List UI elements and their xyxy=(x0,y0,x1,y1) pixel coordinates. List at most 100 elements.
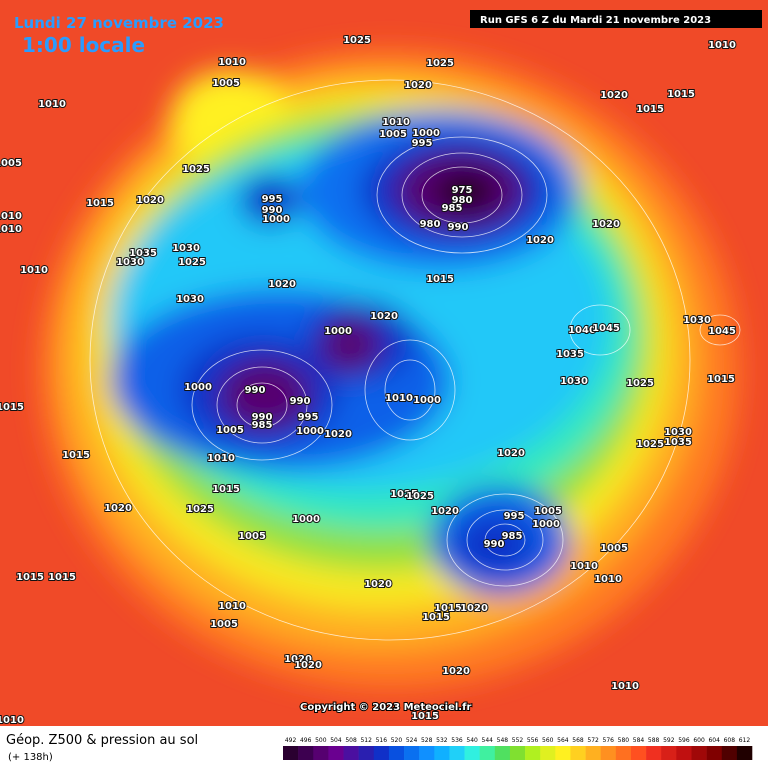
pressure-label: 1020 xyxy=(497,448,525,459)
pressure-label: 1000 xyxy=(184,382,212,393)
colorbar-label: 504 xyxy=(330,737,342,744)
colorbar-label: 564 xyxy=(557,737,569,744)
pressure-label: 980 xyxy=(452,195,473,206)
pressure-label: 980 xyxy=(420,219,441,230)
pressure-label: 995 xyxy=(412,138,433,149)
pressure-label: 1030 xyxy=(176,294,204,305)
pressure-label: 1005 xyxy=(379,129,407,140)
pressure-label: 1025 xyxy=(426,58,454,69)
pressure-label: 1025 xyxy=(390,489,418,500)
colorbar-label: 572 xyxy=(587,737,599,744)
colorbar-cell xyxy=(600,746,617,760)
colorbar-label: 540 xyxy=(466,737,478,744)
pressure-label: 1020 xyxy=(526,235,554,246)
pressure-label: 1020 xyxy=(268,279,296,290)
colorbar-cell xyxy=(404,746,420,760)
pressure-label: 1005 xyxy=(238,531,266,542)
pressure-label: 1035 xyxy=(556,349,584,360)
colorbar-cell xyxy=(646,746,662,760)
pressure-label: 1020 xyxy=(136,195,164,206)
map-field xyxy=(0,0,768,726)
colorbar-cell xyxy=(283,746,299,760)
pressure-label: 1030 xyxy=(172,243,200,254)
pressure-label: 985 xyxy=(442,203,463,214)
pressure-label: 1030 xyxy=(116,257,144,268)
pressure-label: 1010 xyxy=(382,117,410,128)
pressure-label: 1015 xyxy=(48,572,76,583)
colorbar-cell xyxy=(449,746,465,760)
pressure-label: 1005 xyxy=(210,619,238,630)
pressure-label: 1005 xyxy=(216,425,244,436)
date-title: Lundi 27 novembre 2023 xyxy=(14,14,224,32)
time-title: 1:00 locale xyxy=(22,33,145,57)
pressure-label: 1020 xyxy=(404,80,432,91)
pressure-label: 1035 xyxy=(664,437,692,448)
pressure-label: 1035 xyxy=(129,248,157,259)
pressure-label: 1010 xyxy=(570,561,598,572)
pressure-label: 995 xyxy=(262,194,283,205)
pressure-label: 1015 xyxy=(16,572,44,583)
pressure-label: 1000 xyxy=(412,128,440,139)
colorbar-label: 496 xyxy=(300,737,312,744)
pressure-label: 995 xyxy=(298,412,319,423)
colorbar-cell xyxy=(328,746,344,760)
footer-title: Géop. Z500 & pression au sol xyxy=(6,733,198,748)
pressure-label: 995 xyxy=(504,511,525,522)
pressure-label: 1010 xyxy=(0,224,22,235)
pressure-label: 990 xyxy=(252,412,273,423)
pressure-label: 1020 xyxy=(600,90,628,101)
colorbar-label: 584 xyxy=(633,737,645,744)
colorbar-cell xyxy=(419,746,435,760)
pressure-label: 1005 xyxy=(534,506,562,517)
copyright: Copyright © 2023 Meteociel.fr xyxy=(300,702,471,713)
pressure-label: 1015 xyxy=(212,484,240,495)
pressure-label: 1020 xyxy=(294,660,322,671)
colorbar-cell xyxy=(434,746,450,760)
colorbar-label: 512 xyxy=(360,737,372,744)
colorbar-cell xyxy=(570,746,586,760)
pressure-label: 1005 xyxy=(212,78,240,89)
pressure-label: 1025 xyxy=(343,35,371,46)
colorbar-label: 552 xyxy=(512,737,524,744)
colorbar-label: 596 xyxy=(678,737,690,744)
colorbar-cell xyxy=(525,746,541,760)
pressure-label: 1010 xyxy=(708,40,736,51)
colorbar-cell xyxy=(464,746,480,760)
pressure-label: 1025 xyxy=(636,439,664,450)
colorbar-label: 580 xyxy=(618,737,630,744)
pressure-label: 1020 xyxy=(370,311,398,322)
colorbar-cell xyxy=(555,746,571,760)
pressure-label: 990 xyxy=(290,396,311,407)
colorbar-label: 520 xyxy=(391,737,403,744)
colorbar-label: 592 xyxy=(663,737,675,744)
pressure-label: 1010 xyxy=(594,574,622,585)
colorbar-label: 560 xyxy=(542,737,554,744)
colorbar-label: 536 xyxy=(451,737,463,744)
pressure-label: 1015 xyxy=(86,198,114,209)
colorbar-cell xyxy=(676,746,692,760)
pressure-label: 1040 xyxy=(568,325,596,336)
pressure-label: 1000 xyxy=(296,426,324,437)
colorbar-cell xyxy=(373,746,390,760)
pressure-label: 1015 xyxy=(422,612,450,623)
pressure-label: 1010 xyxy=(218,601,246,612)
pressure-label: 1030 xyxy=(560,376,588,387)
colorbar-cell xyxy=(585,746,602,760)
pressure-label: 990 xyxy=(262,205,283,216)
pressure-label: 1015 xyxy=(62,450,90,461)
pressure-label: 985 xyxy=(252,420,273,431)
pressure-label: 1015 xyxy=(434,603,462,614)
colorbar-label: 524 xyxy=(406,737,418,744)
colorbar-label: 608 xyxy=(724,737,736,744)
colorbar-cell xyxy=(509,746,526,760)
run-box xyxy=(470,10,762,28)
pressure-label: 1020 xyxy=(431,506,459,517)
pressure-label: 1020 xyxy=(592,219,620,230)
colorbar-label: 576 xyxy=(603,737,615,744)
pressure-label: 1020 xyxy=(104,503,132,514)
pressure-label: 1010 xyxy=(20,265,48,276)
pressure-label: 1000 xyxy=(324,326,352,337)
pressure-label: 1020 xyxy=(284,654,312,665)
pressure-label: 985 xyxy=(502,531,523,542)
pressure-label: 1000 xyxy=(262,214,290,225)
